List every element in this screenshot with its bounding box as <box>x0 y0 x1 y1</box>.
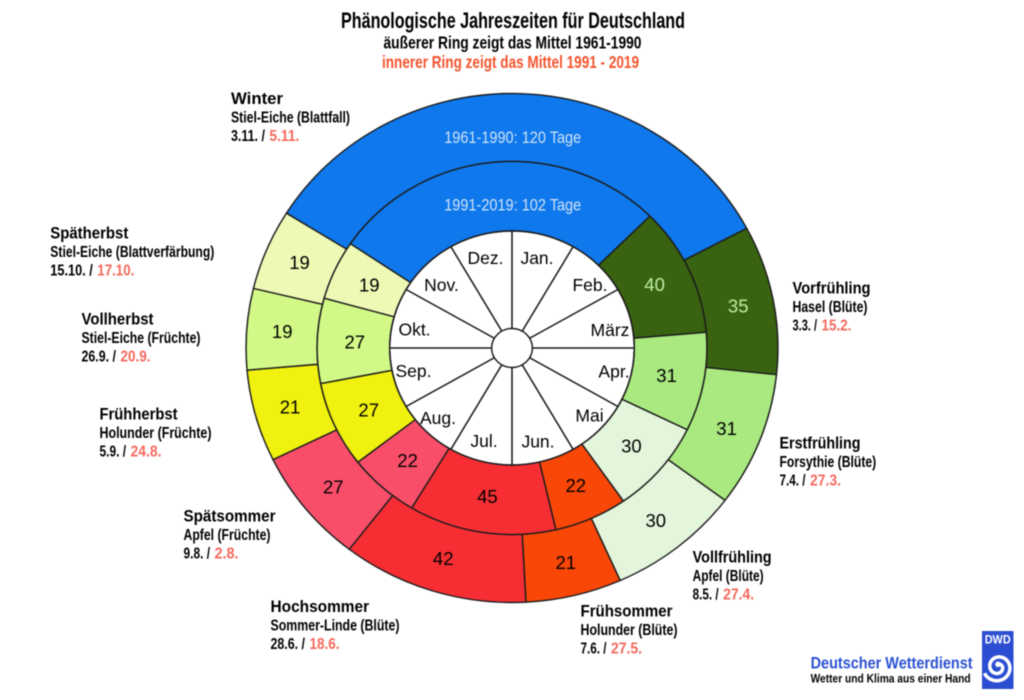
svg-text:21: 21 <box>280 396 301 417</box>
svg-text:3.11. /: 3.11. / <box>231 128 265 145</box>
svg-text:Sep.: Sep. <box>396 361 432 381</box>
svg-text:Deutscher Wetterdienst: Deutscher Wetterdienst <box>811 654 973 673</box>
svg-text:Frühherbst: Frühherbst <box>100 405 178 424</box>
svg-text:Apfel (Früchte): Apfel (Früchte) <box>184 527 271 544</box>
svg-text:28.6. /: 28.6. / <box>271 636 306 653</box>
svg-text:27.4.: 27.4. <box>723 587 754 604</box>
svg-text:Mai: Mai <box>575 406 603 426</box>
svg-text:innerer Ring zeigt das Mittel: innerer Ring zeigt das Mittel 1991 - 201… <box>382 52 639 72</box>
svg-text:18.6.: 18.6. <box>310 636 340 653</box>
svg-text:Jan.: Jan. <box>520 248 553 268</box>
svg-text:27: 27 <box>323 477 344 498</box>
svg-text:42: 42 <box>433 548 454 569</box>
svg-text:19: 19 <box>359 275 380 296</box>
svg-text:Jun.: Jun. <box>521 432 554 452</box>
svg-text:7.6. /: 7.6. / <box>581 641 607 658</box>
svg-text:35: 35 <box>728 295 749 316</box>
svg-text:22: 22 <box>397 450 418 471</box>
svg-text:3.3. /: 3.3. / <box>793 318 818 335</box>
svg-text:Aug.: Aug. <box>420 408 456 428</box>
svg-text:27.3.: 27.3. <box>810 473 841 490</box>
svg-text:Apr.: Apr. <box>598 362 629 382</box>
svg-text:Wetter und Klima aus einer Han: Wetter und Klima aus einer Hand <box>811 674 971 686</box>
svg-text:Stiel-Eiche (Früchte): Stiel-Eiche (Früchte) <box>82 330 201 347</box>
svg-text:Erstfrühling: Erstfrühling <box>780 434 861 453</box>
svg-text:24.8.: 24.8. <box>131 444 162 461</box>
svg-text:Vollherbst: Vollherbst <box>82 310 154 329</box>
svg-text:Spätherbst: Spätherbst <box>50 224 128 243</box>
svg-text:27: 27 <box>358 400 379 421</box>
svg-text:5.9. /: 5.9. / <box>100 444 127 461</box>
svg-text:Apfel (Blüte): Apfel (Blüte) <box>693 568 764 585</box>
svg-text:Winter: Winter <box>231 89 283 108</box>
svg-text:21: 21 <box>556 552 577 573</box>
svg-text:19: 19 <box>272 321 293 342</box>
svg-text:Okt.: Okt. <box>398 320 430 340</box>
svg-text:30: 30 <box>646 510 667 531</box>
svg-text:Frühsommer: Frühsommer <box>581 602 673 621</box>
svg-text:äußerer Ring zeigt das Mittel: äußerer Ring zeigt das Mittel 1961-1990 <box>384 32 642 52</box>
svg-text:45: 45 <box>477 486 498 507</box>
svg-text:31: 31 <box>656 365 677 386</box>
svg-text:9.8. /: 9.8. / <box>184 546 211 563</box>
svg-text:30: 30 <box>621 435 642 456</box>
svg-text:Vorfrühling: Vorfrühling <box>793 279 871 298</box>
svg-text:Forsythie (Blüte): Forsythie (Blüte) <box>780 454 877 471</box>
svg-text:Feb.: Feb. <box>572 275 607 295</box>
svg-text:Holunder (Blüte): Holunder (Blüte) <box>581 622 678 639</box>
svg-text:1991-2019: 102 Tage: 1991-2019: 102 Tage <box>444 197 581 215</box>
svg-text:Hochsommer: Hochsommer <box>271 597 370 616</box>
svg-text:19: 19 <box>289 252 310 273</box>
svg-text:26.9. /: 26.9. / <box>82 349 117 366</box>
svg-text:Hasel (Blüte): Hasel (Blüte) <box>793 299 868 316</box>
svg-text:15.2.: 15.2. <box>822 318 852 335</box>
svg-text:31: 31 <box>716 418 737 439</box>
svg-text:Sommer-Linde (Blüte): Sommer-Linde (Blüte) <box>271 618 400 635</box>
svg-text:40: 40 <box>644 274 665 295</box>
svg-text:20.9.: 20.9. <box>121 349 151 366</box>
svg-text:15.10. /: 15.10. / <box>50 263 93 280</box>
svg-text:Holunder (Früchte): Holunder (Früchte) <box>100 425 212 442</box>
svg-text:17.10.: 17.10. <box>97 263 134 280</box>
svg-text:8.5. /: 8.5. / <box>693 587 719 604</box>
svg-text:Stiel-Eiche (Blattverfärbung): Stiel-Eiche (Blattverfärbung) <box>50 244 214 261</box>
svg-text:27: 27 <box>345 332 366 353</box>
svg-text:Stiel-Eiche (Blattfall): Stiel-Eiche (Blattfall) <box>231 110 350 127</box>
svg-text:Phänologische Jahreszeiten für: Phänologische Jahreszeiten für Deutschla… <box>341 8 685 33</box>
svg-text:5.11.: 5.11. <box>269 128 299 145</box>
svg-text:Spätsommer: Spätsommer <box>184 507 276 526</box>
svg-text:27.5.: 27.5. <box>611 641 642 658</box>
svg-text:Dez.: Dez. <box>468 248 504 268</box>
svg-text:22: 22 <box>566 475 587 496</box>
svg-text:1961-1990: 120 Tage: 1961-1990: 120 Tage <box>444 129 581 147</box>
svg-text:2.8.: 2.8. <box>215 546 239 563</box>
svg-text:DWD: DWD <box>985 635 1011 647</box>
svg-text:März: März <box>591 320 630 340</box>
svg-text:7.4. /: 7.4. / <box>780 473 806 490</box>
svg-text:Jul.: Jul. <box>470 431 497 451</box>
svg-text:Nov.: Nov. <box>424 275 459 295</box>
svg-text:Vollfrühling: Vollfrühling <box>693 548 772 567</box>
